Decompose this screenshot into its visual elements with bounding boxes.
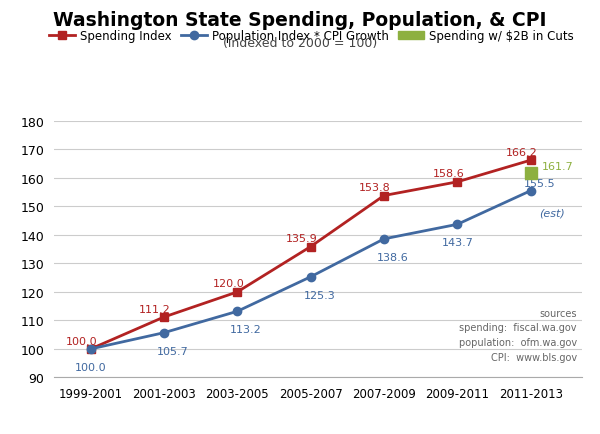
Text: 105.7: 105.7 [157, 346, 188, 356]
Text: 100.0: 100.0 [75, 362, 106, 372]
Text: 125.3: 125.3 [304, 290, 335, 300]
Text: 100.0: 100.0 [66, 336, 98, 346]
Text: 120.0: 120.0 [212, 279, 244, 289]
Text: 113.2: 113.2 [230, 324, 262, 334]
Text: sources
spending:  fiscal.wa.gov
population:  ofm.wa.gov
CPI:  www.bls.gov: sources spending: fiscal.wa.gov populati… [458, 308, 577, 362]
Text: (est): (est) [539, 208, 565, 218]
Text: 143.7: 143.7 [442, 237, 473, 247]
Text: Washington State Spending, Population, & CPI: Washington State Spending, Population, &… [53, 11, 547, 30]
Text: (indexed to 2000 = 100): (indexed to 2000 = 100) [223, 37, 377, 50]
Text: 155.5: 155.5 [524, 178, 555, 188]
Text: 158.6: 158.6 [433, 169, 464, 179]
Text: 111.2: 111.2 [139, 304, 171, 314]
Legend: Spending Index, Population Index * CPI Growth, Spending w/ $2B in Cuts: Spending Index, Population Index * CPI G… [49, 30, 574, 43]
Text: 166.2: 166.2 [506, 148, 538, 158]
Text: 161.7: 161.7 [542, 161, 574, 171]
Text: 135.9: 135.9 [286, 233, 318, 243]
Text: 138.6: 138.6 [377, 252, 409, 262]
Text: 153.8: 153.8 [359, 183, 391, 193]
